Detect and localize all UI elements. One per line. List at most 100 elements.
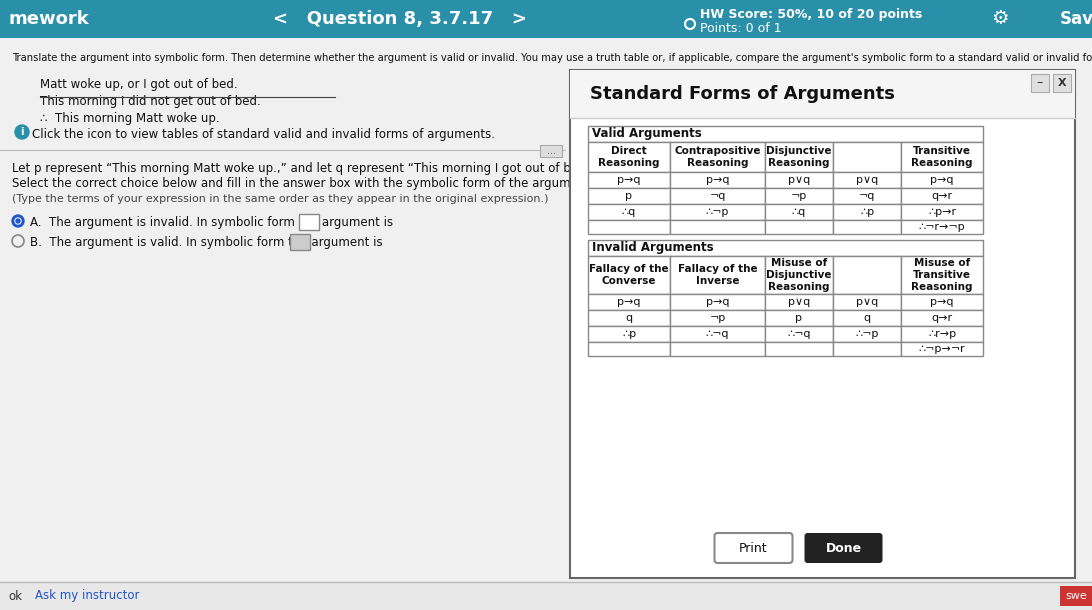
FancyBboxPatch shape [1060,586,1092,606]
Text: (Type the terms of your expression in the same order as they appear in the origi: (Type the terms of your expression in th… [12,194,548,204]
FancyBboxPatch shape [670,294,765,310]
Text: Select the correct choice below and fill in the answer box with the symbolic for: Select the correct choice below and fill… [12,177,594,190]
Text: ∴q: ∴q [621,207,637,217]
FancyBboxPatch shape [587,326,670,342]
Text: p→q: p→q [705,175,729,185]
FancyBboxPatch shape [587,294,670,310]
FancyBboxPatch shape [765,142,833,172]
FancyBboxPatch shape [765,342,833,356]
FancyBboxPatch shape [670,188,765,204]
FancyBboxPatch shape [805,533,882,563]
Text: Print: Print [739,542,768,554]
Text: This morning I did not get out of bed.: This morning I did not get out of bed. [40,95,261,108]
Text: ∴r→p: ∴r→p [928,329,957,339]
FancyBboxPatch shape [833,310,901,326]
FancyBboxPatch shape [541,145,562,157]
FancyBboxPatch shape [765,204,833,220]
FancyBboxPatch shape [765,256,833,294]
Text: ¬p: ¬p [710,313,725,323]
Text: Misuse of
Transitive
Reasoning: Misuse of Transitive Reasoning [911,259,973,292]
Text: ∴¬p→¬r: ∴¬p→¬r [918,344,965,354]
FancyBboxPatch shape [765,294,833,310]
Text: ∴p: ∴p [859,207,874,217]
Text: Invalid Arguments: Invalid Arguments [592,242,714,254]
FancyBboxPatch shape [670,256,765,294]
FancyBboxPatch shape [587,172,670,188]
FancyBboxPatch shape [901,294,983,310]
FancyBboxPatch shape [901,326,983,342]
Text: i: i [21,127,24,137]
Text: X: X [1058,78,1066,88]
FancyBboxPatch shape [901,256,983,294]
FancyBboxPatch shape [587,126,983,142]
FancyBboxPatch shape [670,172,765,188]
Text: p→q: p→q [930,175,953,185]
FancyBboxPatch shape [901,342,983,356]
FancyBboxPatch shape [833,220,901,234]
Text: –: – [1037,76,1043,90]
Circle shape [15,125,29,139]
Text: Fallacy of the
Converse: Fallacy of the Converse [590,264,668,286]
FancyBboxPatch shape [0,0,1092,38]
FancyBboxPatch shape [901,204,983,220]
Text: HW Score: 50%, 10 of 20 points: HW Score: 50%, 10 of 20 points [700,8,923,21]
FancyBboxPatch shape [0,582,1092,610]
Text: Misuse of
Disjunctive
Reasoning: Misuse of Disjunctive Reasoning [767,259,832,292]
FancyBboxPatch shape [901,188,983,204]
FancyBboxPatch shape [289,234,310,250]
Text: p∨q: p∨q [787,175,810,185]
Text: q→r: q→r [931,313,952,323]
Text: q: q [864,313,870,323]
FancyBboxPatch shape [765,310,833,326]
FancyBboxPatch shape [833,326,901,342]
FancyBboxPatch shape [901,172,983,188]
Text: p: p [795,313,803,323]
FancyBboxPatch shape [714,533,793,563]
Text: <   Question 8, 3.7.17   >: < Question 8, 3.7.17 > [273,10,527,28]
Text: p∨q: p∨q [787,297,810,307]
Text: ¬q: ¬q [858,191,875,201]
Text: p: p [626,191,632,201]
FancyBboxPatch shape [765,172,833,188]
FancyBboxPatch shape [833,188,901,204]
FancyBboxPatch shape [587,310,670,326]
Text: Fallacy of the
Inverse: Fallacy of the Inverse [678,264,758,286]
FancyBboxPatch shape [570,70,1075,118]
FancyBboxPatch shape [670,342,765,356]
Text: ¬q: ¬q [710,191,726,201]
FancyBboxPatch shape [670,220,765,234]
FancyBboxPatch shape [670,326,765,342]
Text: ∴¬q: ∴¬q [787,329,810,339]
Text: Click the icon to view tables of standard valid and invalid forms of arguments.: Click the icon to view tables of standar… [32,128,495,141]
Text: B.  The argument is valid. In symbolic form the argument is: B. The argument is valid. In symbolic fo… [29,236,382,249]
Text: p→q: p→q [617,175,641,185]
Text: swe: swe [1065,591,1087,601]
Text: p∨q: p∨q [856,297,878,307]
FancyBboxPatch shape [670,310,765,326]
Text: Disjunctive
Reasoning: Disjunctive Reasoning [767,146,832,168]
Text: ok: ok [8,589,22,603]
Text: Matt woke up, or I got out of bed.: Matt woke up, or I got out of bed. [40,78,238,91]
FancyBboxPatch shape [670,204,765,220]
Text: Points: 0 of 1: Points: 0 of 1 [700,22,782,35]
FancyBboxPatch shape [587,342,670,356]
Text: p∨q: p∨q [856,175,878,185]
FancyBboxPatch shape [901,220,983,234]
FancyBboxPatch shape [833,204,901,220]
Text: p→q: p→q [705,297,729,307]
FancyBboxPatch shape [833,256,901,294]
FancyBboxPatch shape [901,310,983,326]
FancyBboxPatch shape [570,70,1075,578]
FancyBboxPatch shape [587,204,670,220]
FancyBboxPatch shape [765,326,833,342]
Text: Valid Arguments: Valid Arguments [592,127,702,140]
FancyBboxPatch shape [0,38,1092,610]
FancyBboxPatch shape [1053,74,1071,92]
FancyBboxPatch shape [901,142,983,172]
Text: Done: Done [826,542,862,554]
Text: ¬p: ¬p [791,191,807,201]
FancyBboxPatch shape [833,342,901,356]
Text: Translate the argument into symbolic form. Then determine whether the argument i: Translate the argument into symbolic for… [12,53,1092,63]
FancyBboxPatch shape [1031,74,1049,92]
Text: Ask my instructor: Ask my instructor [35,589,140,603]
